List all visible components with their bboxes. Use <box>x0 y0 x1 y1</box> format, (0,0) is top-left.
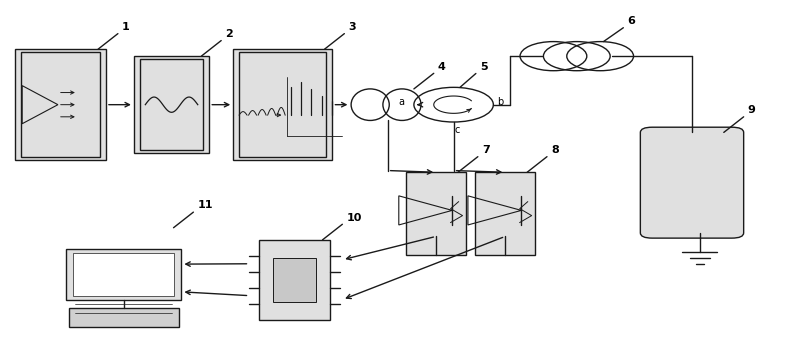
Text: 1: 1 <box>122 22 130 32</box>
Bar <box>259 240 330 319</box>
Bar <box>140 59 203 150</box>
Bar <box>69 308 178 327</box>
Text: 3: 3 <box>349 22 356 32</box>
Bar <box>66 249 181 300</box>
Text: b: b <box>498 97 504 107</box>
Bar <box>273 258 316 302</box>
Bar <box>233 49 333 160</box>
Bar <box>21 52 100 157</box>
Bar <box>14 49 106 160</box>
Bar <box>406 172 466 255</box>
Text: 9: 9 <box>747 105 755 115</box>
Text: 6: 6 <box>627 16 635 26</box>
Text: 11: 11 <box>197 200 213 211</box>
Text: 10: 10 <box>346 213 361 222</box>
Text: 2: 2 <box>225 29 233 39</box>
Bar <box>475 172 535 255</box>
Bar <box>134 56 209 153</box>
Text: 4: 4 <box>438 62 446 72</box>
Text: c: c <box>455 126 460 135</box>
FancyBboxPatch shape <box>640 127 743 238</box>
Text: 5: 5 <box>480 62 487 72</box>
Bar <box>73 253 174 296</box>
Text: 7: 7 <box>482 145 490 155</box>
Bar <box>240 52 326 157</box>
Text: 8: 8 <box>551 145 559 155</box>
Text: a: a <box>398 97 404 107</box>
